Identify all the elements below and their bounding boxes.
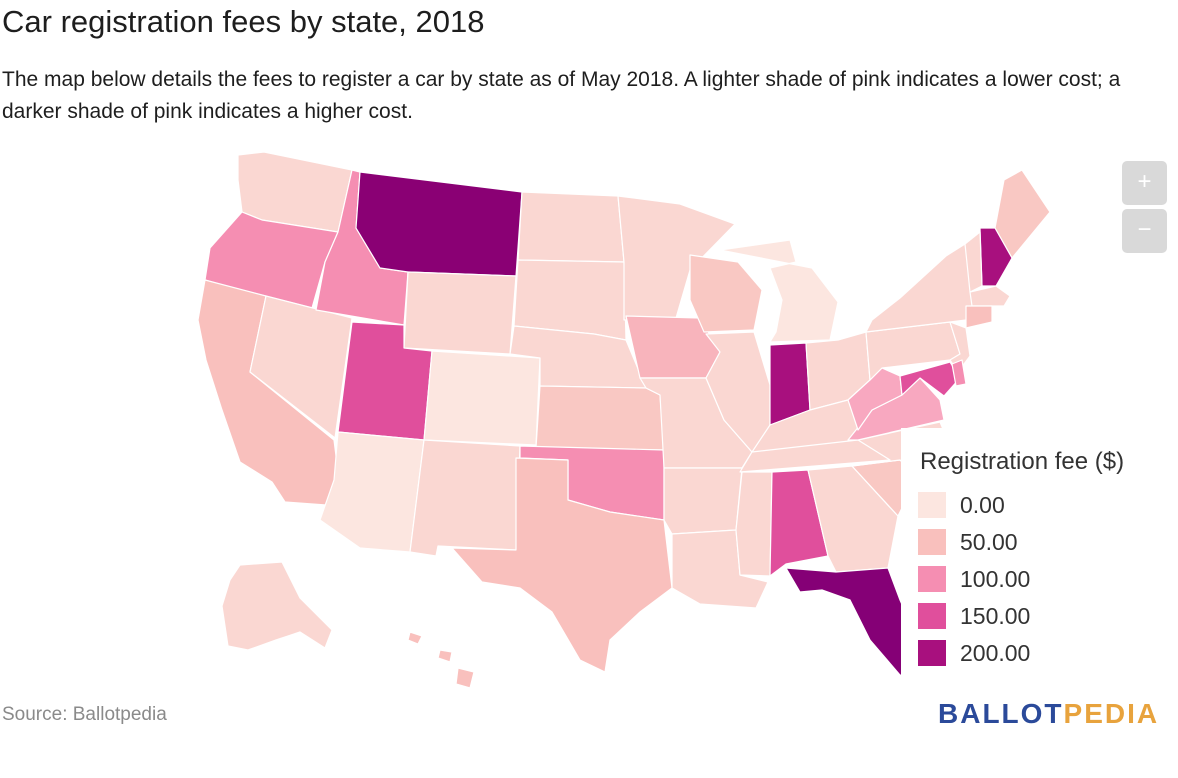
legend-title: Registration fee ($): [920, 448, 1125, 475]
source-note: Source: Ballotpedia: [2, 704, 167, 725]
state-KS[interactable]: [535, 385, 665, 451]
legend-swatch: [918, 492, 946, 518]
legend-label: 200.00: [960, 640, 1031, 666]
legend-swatch: [918, 603, 946, 629]
state-ND[interactable]: [517, 191, 625, 263]
state-MT[interactable]: [355, 171, 523, 277]
state-MN[interactable]: [617, 195, 736, 321]
state-AL[interactable]: [769, 469, 829, 577]
state-AR[interactable]: [663, 467, 743, 535]
state-MD[interactable]: [899, 361, 961, 397]
legend-swatch: [918, 640, 946, 666]
state-AK[interactable]: [221, 561, 333, 651]
state-HI[interactable]: [407, 631, 475, 689]
legend-label: 100.00: [960, 566, 1031, 592]
map-description: The map below details the fees to regist…: [2, 68, 1121, 123]
state-WI[interactable]: [689, 254, 763, 333]
state-NY[interactable]: [865, 243, 977, 333]
logo-part-2: PEDIA: [1063, 698, 1160, 729]
state-shapes: [197, 151, 1051, 689]
state-CT[interactable]: [965, 305, 993, 329]
legend-label: 0.00: [960, 492, 1005, 518]
state-MI[interactable]: [719, 239, 839, 343]
state-NM[interactable]: [409, 439, 521, 557]
legend-label: 50.00: [960, 529, 1018, 555]
state-MA[interactable]: [969, 285, 1011, 307]
legend-swatch: [918, 529, 946, 555]
state-TX[interactable]: [451, 457, 673, 673]
state-DE[interactable]: [951, 359, 967, 387]
zoom-in-button[interactable]: +: [1122, 161, 1167, 205]
legend-label: 150.00: [960, 603, 1031, 629]
state-CO[interactable]: [423, 350, 541, 446]
legend-swatch: [918, 566, 946, 592]
state-VT[interactable]: [964, 231, 983, 293]
us-choropleth-map: [197, 151, 1051, 689]
state-WY[interactable]: [403, 271, 517, 355]
zoom-out-button[interactable]: −: [1122, 209, 1167, 253]
legend: Registration fee ($) 0.00 50.00 100.00 1…: [901, 428, 1166, 680]
state-MS[interactable]: [735, 471, 773, 577]
logo-part-1: BALLOT: [938, 698, 1064, 729]
page-title: Car registration fees by state, 2018: [2, 4, 485, 39]
ballotpedia-logo[interactable]: BALLOTPEDIA: [938, 698, 1159, 730]
